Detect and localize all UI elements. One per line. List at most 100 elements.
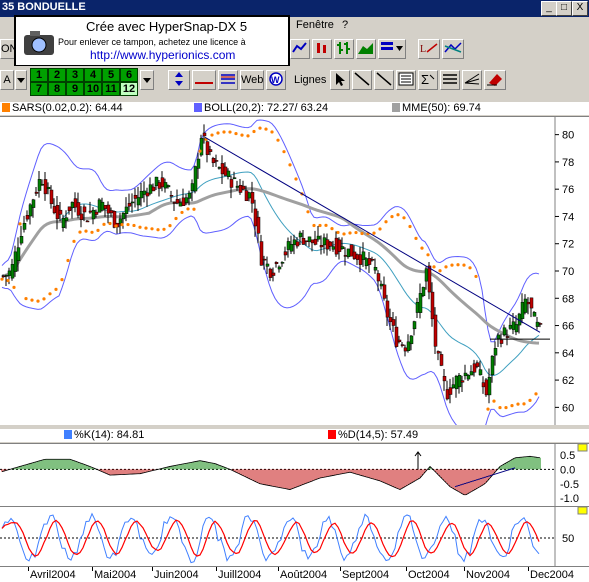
horizontal-line-icon[interactable]	[192, 70, 216, 90]
sar-dot	[384, 220, 388, 224]
eraser-tool-icon[interactable]	[484, 70, 506, 90]
period-button-8[interactable]: 8	[48, 82, 66, 96]
stoch-indicator-bar: %K(14): 84.81 %D(14,5): 57.49	[0, 429, 589, 442]
period-button-9[interactable]: 9	[66, 82, 84, 96]
d-swatch	[328, 430, 336, 439]
sar-dot	[342, 232, 346, 236]
sar-dot	[288, 163, 292, 167]
period-button-3[interactable]: 3	[66, 68, 84, 82]
period-dropdown-button[interactable]	[140, 70, 154, 90]
candle-body	[49, 189, 54, 205]
k-label: %K(14): 84.81	[74, 429, 145, 441]
sar-dot	[84, 229, 88, 233]
sigma-tool-icon[interactable]: Σ	[418, 70, 438, 90]
sar-dot	[510, 404, 514, 408]
date-label: Août2004	[280, 569, 328, 581]
a-button[interactable]: A	[0, 70, 14, 90]
text-tool-icon[interactable]	[396, 70, 416, 90]
candle-body	[106, 204, 111, 214]
candle-body	[205, 141, 210, 155]
sar-dot	[330, 227, 334, 231]
menu-help[interactable]: ?	[342, 19, 349, 31]
zoom-vertical-icon[interactable]	[168, 70, 190, 90]
candle-body	[373, 266, 378, 271]
candle-body	[421, 287, 426, 297]
period-button-4[interactable]: 4	[84, 68, 102, 82]
candle-body	[64, 217, 69, 221]
sar-dot	[360, 231, 364, 236]
line-chart-button[interactable]	[290, 39, 310, 59]
on-button[interactable]: ON	[0, 39, 18, 59]
sar-dot	[12, 285, 16, 289]
web-globe-icon[interactable]: W	[266, 70, 286, 90]
macd-chart: 0.5 0.0 -0.5 -1.0	[0, 443, 588, 506]
macd-chart-panel[interactable]: 0.5 0.0 -0.5 -1.0	[0, 443, 589, 506]
period-button-2[interactable]: 2	[48, 68, 66, 82]
k-swatch	[64, 430, 72, 439]
candle-body	[379, 283, 384, 287]
candle-body	[223, 166, 228, 176]
compare-chart-icon[interactable]	[442, 39, 464, 59]
svg-text:L: L	[420, 44, 426, 55]
candle-body	[439, 354, 444, 366]
date-tick	[216, 567, 217, 571]
maximize-button[interactable]: □	[556, 1, 572, 16]
indicator-list-icon[interactable]	[218, 70, 238, 90]
trendline2-tool-icon[interactable]	[374, 70, 394, 90]
candle-chart-button[interactable]	[312, 39, 332, 59]
minimize-button[interactable]: _	[541, 1, 557, 16]
candle-body	[265, 263, 270, 267]
area-chart-button[interactable]	[356, 39, 376, 59]
candle-body	[190, 183, 195, 192]
period-button-11[interactable]: 11	[102, 82, 120, 96]
sar-dot	[390, 215, 394, 219]
sar-dot	[114, 224, 118, 228]
candle-body	[163, 182, 168, 189]
candle-body	[538, 323, 543, 325]
candle-body	[445, 389, 450, 400]
menu-fenetre[interactable]: Fenêtre	[296, 19, 334, 31]
parallel-lines-icon[interactable]	[440, 70, 460, 90]
period-button-10[interactable]: 10	[84, 82, 102, 96]
stamp-url[interactable]: http://www.hyperionics.com	[90, 48, 236, 62]
close-button[interactable]: X	[572, 1, 588, 16]
fan-lines-icon[interactable]	[462, 70, 482, 90]
web-button[interactable]: Web	[240, 70, 264, 90]
pointer-tool-icon[interactable]	[330, 70, 350, 90]
candle-body	[403, 347, 408, 352]
candle-body	[238, 184, 243, 193]
candle-body	[133, 194, 138, 199]
candle-body	[34, 191, 39, 194]
macd-handle	[577, 443, 588, 452]
sar-dot	[78, 230, 82, 234]
candle-body	[382, 284, 387, 299]
period-button-7[interactable]: 7	[30, 82, 48, 96]
period-button-12[interactable]: 12	[120, 82, 138, 96]
a-dropdown-button[interactable]	[15, 70, 27, 90]
period-button-6[interactable]: 6	[120, 68, 138, 82]
candle-body	[37, 179, 42, 191]
price-chart-panel[interactable]: 80 78 76 74 72 70 68 66 64 62 60	[0, 116, 589, 441]
stoch-chart-panel[interactable]: 50	[0, 506, 589, 567]
period-button-5[interactable]: 5	[102, 68, 120, 82]
candle-body	[367, 258, 372, 265]
candle-body	[46, 186, 51, 190]
trendline-tool-icon[interactable]	[352, 70, 372, 90]
candle-body	[322, 237, 327, 246]
candle-body	[55, 205, 60, 220]
sar-dot	[474, 274, 478, 279]
candle-body	[283, 251, 288, 256]
sar-dot	[492, 399, 496, 403]
candle-body	[142, 190, 147, 195]
chart-style-dropdown[interactable]	[378, 39, 406, 59]
bar-chart-button[interactable]	[334, 39, 354, 59]
candle-body	[466, 375, 471, 380]
sar-dot	[180, 210, 184, 215]
sar-dot	[444, 265, 448, 269]
date-tick	[528, 567, 529, 571]
sar-dot	[0, 277, 4, 281]
log-scale-icon[interactable]: L	[418, 39, 440, 59]
boll-label: BOLL(20,2): 72.27/ 63.24	[204, 102, 329, 114]
sar-dot	[432, 265, 436, 269]
period-button-1[interactable]: 1	[30, 68, 48, 82]
